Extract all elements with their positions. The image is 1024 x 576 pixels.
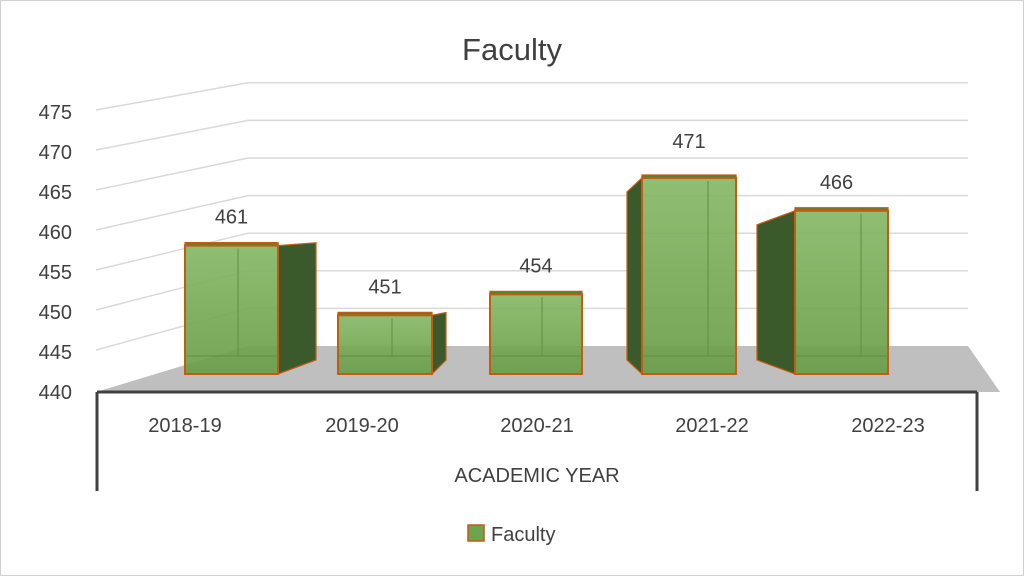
bar-side-face	[756, 209, 796, 375]
bar-front-face	[641, 176, 737, 375]
y-tick-label: 455	[39, 262, 72, 284]
data-label: 461	[215, 207, 248, 229]
gridline-side	[95, 119, 249, 151]
axes: 440 445 450 455 460 465 470 475 2018-19 2019-20 20…	[39, 102, 979, 491]
x-tick-label: 2019-20	[325, 415, 398, 437]
bar-front-face	[489, 293, 583, 375]
y-tick-label: 460	[39, 222, 72, 244]
y-tick-label: 450	[39, 302, 72, 324]
gridline-side	[95, 194, 249, 231]
bar-2022-23	[756, 207, 889, 375]
data-label: 466	[820, 172, 853, 194]
bar-2019-20	[337, 311, 447, 376]
bar-front-face	[794, 209, 889, 375]
bars	[184, 174, 889, 376]
data-label: 454	[519, 255, 552, 277]
bar-side-face	[626, 176, 643, 376]
bar-2020-21	[489, 290, 583, 375]
bar-front-face	[184, 244, 279, 375]
bar-front-face	[337, 314, 433, 375]
legend-swatch	[467, 524, 485, 542]
bar-side-face	[277, 242, 317, 375]
y-tick-label: 465	[39, 182, 72, 204]
gridline-side	[95, 232, 249, 271]
bar-2018-19	[184, 242, 317, 375]
x-tick-label: 2022-23	[851, 415, 924, 437]
bar-2021-22	[626, 174, 737, 376]
x-tick-label: 2020-21	[500, 415, 573, 437]
legend: Faculty	[467, 524, 555, 546]
gridline-side	[95, 157, 249, 191]
legend-label: Faculty	[491, 524, 555, 546]
data-label: 451	[368, 276, 401, 298]
y-tick-label: 470	[39, 142, 72, 164]
data-label: 471	[672, 131, 705, 153]
gridline-side	[95, 82, 249, 111]
x-tick-label: 2018-19	[148, 415, 221, 437]
y-tick-label: 440	[39, 382, 72, 404]
y-tick-label: 445	[39, 342, 72, 364]
chart-title: Faculty	[462, 32, 562, 67]
data-labels: 461 451 454 471 466	[215, 131, 853, 298]
x-tick-label: 2021-22	[675, 415, 748, 437]
x-axis-title: ACADEMIC YEAR	[454, 465, 619, 487]
y-tick-label: 475	[39, 102, 72, 124]
